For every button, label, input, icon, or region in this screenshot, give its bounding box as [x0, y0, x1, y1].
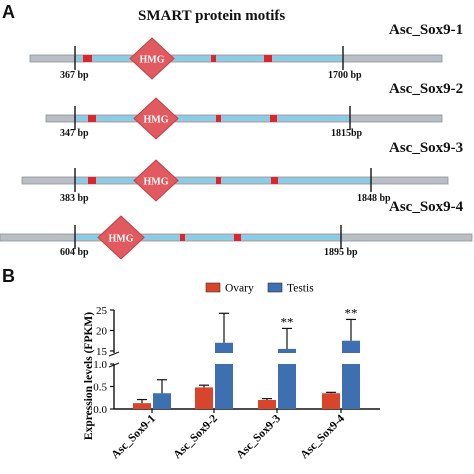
- gene-1-motif: [264, 55, 272, 62]
- gene-1-end-label: 1700 bp: [328, 70, 362, 81]
- x-tick-label: Asc_Sox9-2: [171, 412, 220, 461]
- bar-ovary-1: [133, 403, 151, 409]
- gene-name-4: Asc_Sox9-4: [389, 199, 464, 215]
- gene-1-hmg-domain: [129, 37, 175, 80]
- gene-name-2: Asc_Sox9-2: [389, 81, 464, 97]
- gene-2-coding-region: [75, 116, 350, 121]
- gene-3-coding-region: [75, 178, 371, 183]
- legend-swatch-testis: [267, 282, 283, 293]
- gene-1-hmg-label: HMG: [140, 55, 165, 66]
- protein-motif-diagram: HMG HMG HMG HMG: [0, 37, 473, 260]
- x-tick-labels: Asc_Sox9-1 Asc_Sox9-2 Asc_Sox9-3 Asc_Sox9-4: [109, 409, 347, 461]
- bar-ovary-3: [258, 400, 276, 409]
- y-axis-title: Expression levels (FPKM): [83, 312, 95, 440]
- gene-3-hmg-label: HMG: [144, 177, 169, 188]
- expression-bar-chart: Ovary Testis Expression levels (FPKM) 15…: [83, 282, 380, 461]
- bar-testis-1: [153, 393, 171, 409]
- bar-testis-3: [278, 364, 296, 409]
- gene-4-hmg-label: HMG: [109, 234, 134, 245]
- legend-label-testis: Testis: [287, 283, 314, 295]
- chart-bars: ** **: [133, 305, 360, 409]
- gene-3-motif: [88, 177, 96, 184]
- gene-4-motif: [180, 234, 185, 241]
- bar-testis-3-upper: [278, 348, 296, 353]
- gene-4-end-label: 1895 bp: [324, 247, 358, 258]
- gene-3-end-label: 1848 bp: [357, 193, 391, 204]
- axis-break-mark: [108, 351, 120, 357]
- gene-3-track: HMG: [21, 159, 449, 202]
- chart-legend: Ovary Testis: [205, 282, 314, 295]
- gene-name-3: Asc_Sox9-3: [389, 140, 464, 156]
- gene-2-start-label: 347 bp: [60, 128, 89, 139]
- gene-2-motif: [216, 115, 221, 122]
- gene-4-track: HMG: [0, 215, 473, 260]
- legend-label-ovary: Ovary: [225, 283, 254, 295]
- y-tick-label: 15: [96, 346, 108, 358]
- gene-4-hmg-domain: [97, 215, 145, 260]
- gene-1-coding-region: [75, 56, 343, 61]
- axis-break-mark: [108, 362, 120, 368]
- gene-2-hmg-domain: [133, 97, 179, 140]
- bar-testis-2-upper: [215, 342, 233, 353]
- gene-1-track: HMG: [29, 37, 443, 80]
- gene-4-motif: [234, 234, 241, 241]
- chart-axes: 15 20 25 0.0 0.5 1.0: [93, 305, 380, 416]
- y-tick-label: 0.0: [93, 404, 107, 416]
- gene-name-1: Asc_Sox9-1: [389, 22, 464, 38]
- bar-ovary-4: [322, 393, 340, 409]
- panel-b-letter: B: [2, 266, 15, 286]
- y-tick-label: 0.5: [93, 382, 107, 394]
- gene-4-coding-region: [75, 235, 341, 240]
- panel-a-letter: A: [2, 2, 15, 22]
- bar-testis-4-upper: [342, 340, 360, 353]
- gene-2-motif: [88, 115, 96, 122]
- x-tick-label: Asc_Sox9-1: [109, 412, 158, 461]
- gene-2-motif: [270, 115, 277, 122]
- legend-swatch-ovary: [205, 282, 221, 293]
- significance-mark: **: [345, 305, 358, 320]
- panel-a-title: SMART protein motifs: [138, 8, 286, 24]
- bar-ovary-2: [195, 387, 213, 409]
- bar-testis-2: [215, 364, 233, 409]
- bar-testis-4: [342, 364, 360, 409]
- gene-2-track: HMG: [45, 97, 443, 140]
- gene-3-hmg-domain: [133, 159, 179, 202]
- x-tick-label: Asc_Sox9-3: [234, 412, 283, 461]
- gene-3-motif: [216, 177, 221, 184]
- y-tick-label: 1.0: [93, 359, 107, 371]
- y-tick-label: 25: [96, 305, 108, 317]
- gene-4-start-label: 604 bp: [60, 247, 89, 258]
- gene-1-start-label: 367 bp: [60, 70, 89, 81]
- gene-1-motif: [211, 55, 216, 62]
- x-tick-label: Asc_Sox9-4: [298, 412, 347, 461]
- gene-3-motif: [271, 177, 278, 184]
- gene-1-motif: [83, 55, 92, 62]
- significance-mark: **: [281, 314, 294, 329]
- gene-2-hmg-label: HMG: [144, 115, 169, 126]
- y-tick-label: 20: [96, 325, 108, 337]
- gene-2-end-label: 1815bp: [331, 128, 363, 139]
- gene-3-start-label: 383 bp: [60, 193, 89, 204]
